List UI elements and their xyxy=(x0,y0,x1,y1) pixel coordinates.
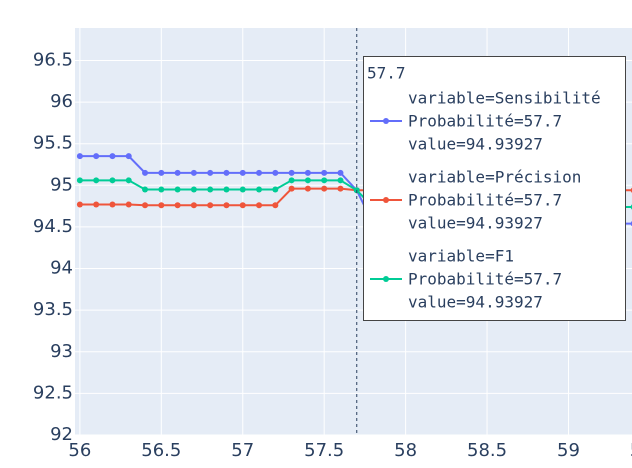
hover-marker xyxy=(383,276,389,282)
y-tick-label: 95 xyxy=(50,174,73,195)
point xyxy=(304,177,311,184)
point xyxy=(93,201,100,208)
point xyxy=(223,186,230,193)
x-tick-label: 58.5 xyxy=(467,440,507,461)
point xyxy=(190,186,197,193)
point xyxy=(142,169,149,176)
point xyxy=(337,169,344,176)
y-tick-label: 92 xyxy=(50,424,73,445)
point xyxy=(93,177,100,184)
point xyxy=(288,185,295,192)
hover-text: value=94.93927 xyxy=(408,214,543,233)
point xyxy=(337,185,344,192)
point xyxy=(174,186,181,193)
y-tick-label: 95.5 xyxy=(33,133,73,154)
point xyxy=(207,169,214,176)
point xyxy=(190,202,197,209)
point xyxy=(256,186,263,193)
y-tick-label: 96 xyxy=(50,91,73,112)
point xyxy=(125,177,132,184)
point xyxy=(109,201,116,208)
point xyxy=(337,177,344,184)
hover-text: value=94.93927 xyxy=(408,293,543,312)
y-tick-label: 92.5 xyxy=(33,382,73,403)
point xyxy=(109,177,116,184)
point xyxy=(207,202,214,209)
point xyxy=(272,202,279,209)
hover-marker xyxy=(383,118,389,124)
point xyxy=(158,169,165,176)
hover-text: Probabilité=57.7 xyxy=(408,270,562,289)
point xyxy=(174,202,181,209)
point xyxy=(190,169,197,176)
point xyxy=(223,202,230,209)
point xyxy=(158,202,165,209)
x-tick-label: 59.5 xyxy=(630,440,632,461)
point xyxy=(256,169,263,176)
hover-text: variable=Sensibilité xyxy=(408,89,601,108)
point xyxy=(76,201,83,208)
point xyxy=(125,153,132,160)
point xyxy=(321,177,328,184)
x-tick-label: 56.5 xyxy=(141,440,181,461)
point xyxy=(304,169,311,176)
point xyxy=(239,186,246,193)
hover-marker xyxy=(383,197,389,203)
y-tick-label: 93.5 xyxy=(33,299,73,320)
hover-text: value=94.93927 xyxy=(408,135,543,154)
point xyxy=(93,153,100,160)
x-tick-label: 59 xyxy=(557,440,580,461)
hover-text: Probabilité=57.7 xyxy=(408,112,562,131)
y-tick-label: 96.5 xyxy=(33,49,73,70)
x-tick-label: 58 xyxy=(394,440,417,461)
point xyxy=(239,169,246,176)
hover-text: Probabilité=57.7 xyxy=(408,191,562,210)
point xyxy=(321,185,328,192)
hover-text: variable=Précision xyxy=(408,168,581,187)
point xyxy=(76,177,83,184)
hover-text: variable=F1 xyxy=(408,247,514,266)
point xyxy=(256,202,263,209)
point xyxy=(288,177,295,184)
point xyxy=(158,186,165,193)
point xyxy=(207,186,214,193)
point xyxy=(142,202,149,209)
x-tick-label: 57.5 xyxy=(304,440,344,461)
point xyxy=(125,201,132,208)
point xyxy=(321,169,328,176)
point xyxy=(239,202,246,209)
hover-header: 57.7 xyxy=(367,64,406,83)
y-tick-label: 93 xyxy=(50,341,73,362)
point xyxy=(304,185,311,192)
point xyxy=(76,153,83,160)
x-tick-label: 57 xyxy=(231,440,254,461)
point xyxy=(288,169,295,176)
x-tick-label: 56 xyxy=(68,440,91,461)
y-tick-label: 94.5 xyxy=(33,216,73,237)
point xyxy=(174,169,181,176)
point xyxy=(272,169,279,176)
y-tick-label: 94 xyxy=(50,258,73,279)
point xyxy=(109,153,116,160)
point xyxy=(272,186,279,193)
point xyxy=(223,169,230,176)
hover-box xyxy=(363,56,626,321)
point xyxy=(142,186,149,193)
